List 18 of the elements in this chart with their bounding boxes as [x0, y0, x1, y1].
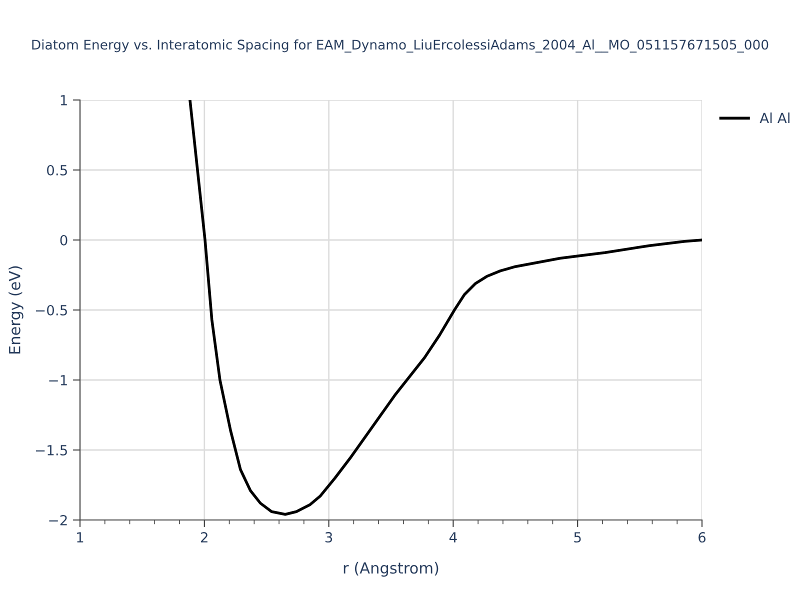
- y-tick-label: 0: [60, 234, 68, 246]
- y-tick-label: 0.5: [47, 164, 67, 176]
- x-tick-label: 5: [574, 532, 581, 543]
- y-tick-label: −0.5: [36, 304, 67, 316]
- y-tick-label: 1: [60, 95, 67, 106]
- y-axis-title: Energy (eV): [8, 266, 24, 354]
- x-tick-label: 1: [77, 532, 84, 542]
- x-axis-title: r (Angstrom): [344, 562, 438, 577]
- y-tick-label: −1.5: [36, 445, 67, 456]
- legend-label: Al Al: [760, 112, 790, 124]
- x-tick-label: 3: [325, 532, 332, 543]
- x-tick-label: 6: [698, 532, 706, 543]
- x-tick-label: 4: [449, 532, 457, 542]
- y-tick-label: −1: [49, 375, 67, 386]
- x-tick-label: 2: [201, 532, 208, 542]
- line-series: [188, 100, 702, 516]
- chart-title: Diatom Energy vs. Interatomic Spacing for EAM_Dynamo_LiuErcolessiAdams_2004_Al__MO_051157671505_000: [32, 39, 768, 53]
- y-tick-label: −2: [49, 514, 67, 526]
